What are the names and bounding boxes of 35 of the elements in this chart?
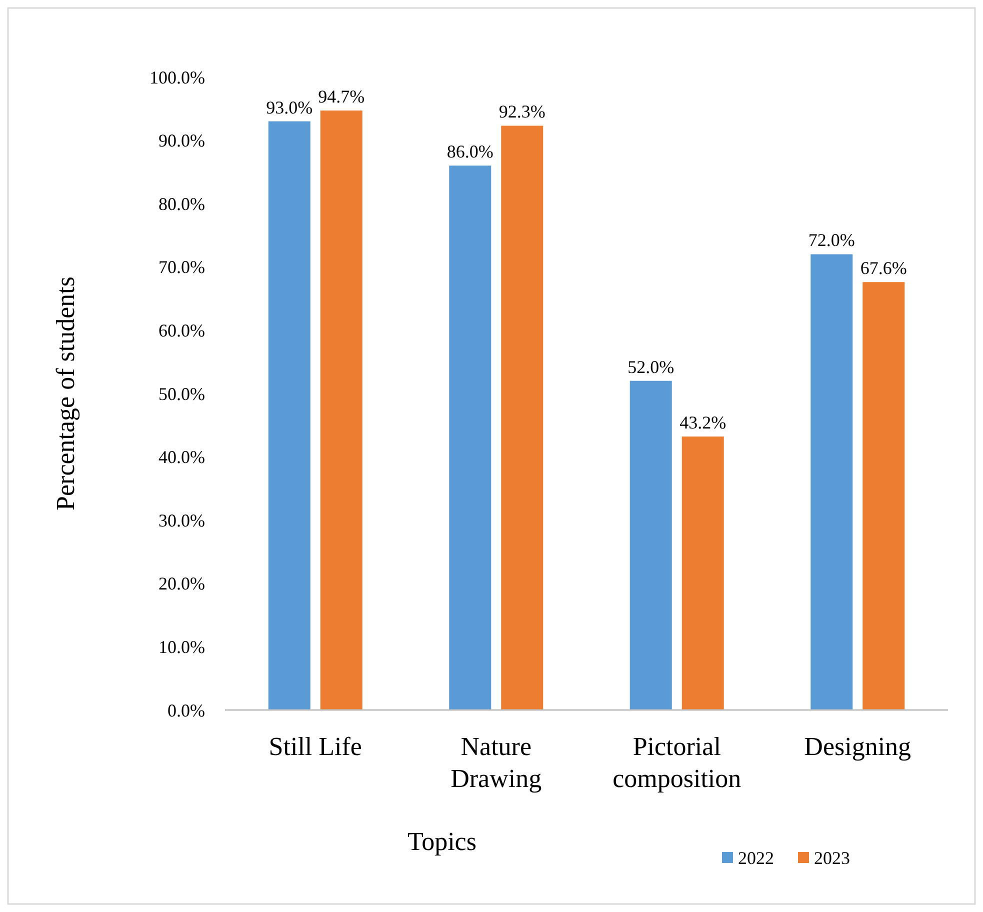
y-tick-label: 80.0% [158,194,205,214]
bar [268,121,310,710]
y-tick-label: 50.0% [158,384,205,404]
y-axis-title: Percentage of students [51,276,80,510]
data-label: 92.3% [498,102,546,122]
data-label: 67.6% [860,258,907,278]
legend-label: 2022 [738,848,774,868]
x-tick-label: Designing [804,732,912,761]
bar [501,126,544,710]
data-label: 93.0% [266,97,313,118]
x-axis-title: Topics [408,827,476,856]
y-tick-label: 90.0% [158,130,205,151]
y-tick-label: 20.0% [158,574,205,594]
bar [862,282,905,710]
y-tick-label: 30.0% [158,510,205,530]
x-tick-label: Pictorial composition [612,732,742,793]
y-tick-label: 40.0% [158,447,205,468]
y-tick-label: 70.0% [158,257,205,278]
y-tick-label: 60.0% [158,320,205,340]
bar [810,254,853,710]
y-tick-label: 100.0% [150,67,205,88]
y-tick-label: 0.0% [168,700,205,720]
x-tick-label: Nature Drawing [450,732,542,793]
x-tick-label: Still Life [268,732,362,761]
data-label: 43.2% [680,412,726,433]
data-label: 72.0% [808,230,855,250]
bar [682,436,724,710]
y-tick-label: 10.0% [158,637,205,657]
legend-label: 2023 [814,848,850,868]
bar [320,110,362,710]
bar [630,380,672,710]
data-label: 94.7% [318,86,365,107]
data-label: 86.0% [446,142,494,162]
bar [449,166,492,710]
data-label: 52.0% [628,356,674,377]
